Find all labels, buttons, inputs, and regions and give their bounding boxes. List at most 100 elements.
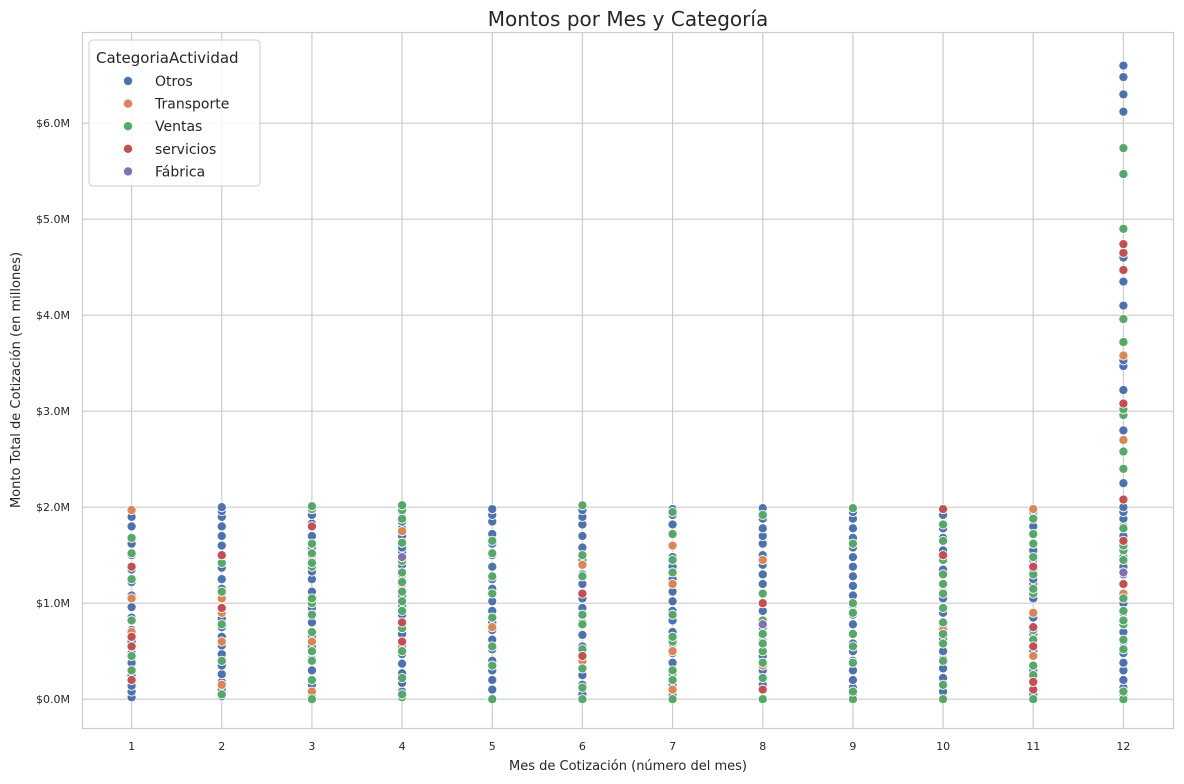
- data-point: [397, 636, 408, 647]
- legend-label: Transporte: [154, 97, 229, 113]
- data-point: [216, 550, 227, 561]
- data-point: [126, 650, 137, 662]
- data-point: [577, 694, 588, 705]
- data-point: [306, 501, 317, 512]
- data-point: [938, 569, 949, 580]
- data-point: [487, 561, 498, 572]
- data-point: [1118, 89, 1129, 100]
- x-tick-label: 4: [399, 740, 406, 753]
- data-points: [126, 60, 1129, 705]
- x-tick-label: 9: [849, 740, 856, 753]
- data-point: [938, 694, 949, 705]
- data-point: [667, 540, 678, 551]
- data-point: [757, 673, 768, 684]
- data-point: [757, 578, 768, 590]
- data-point: [938, 602, 949, 614]
- data-point: [397, 567, 408, 578]
- x-tick-label: 10: [936, 740, 950, 753]
- data-point: [1028, 607, 1039, 618]
- data-point: [667, 694, 678, 705]
- data-point: [126, 574, 137, 585]
- data-point: [757, 619, 768, 630]
- data-point: [306, 593, 317, 604]
- data-point: [216, 655, 227, 666]
- data-point: [216, 540, 227, 551]
- data-point: [757, 628, 768, 639]
- data-point: [1028, 529, 1039, 540]
- data-point: [757, 638, 768, 649]
- data-point: [306, 694, 317, 705]
- data-point: [938, 535, 949, 546]
- data-point: [1028, 660, 1039, 671]
- data-point: [847, 686, 858, 697]
- data-point: [487, 571, 498, 582]
- data-point: [938, 588, 949, 599]
- data-point: [1118, 523, 1129, 534]
- data-point: [667, 674, 678, 686]
- data-point: [577, 682, 588, 693]
- data-point: [1028, 513, 1039, 524]
- data-point: [1028, 504, 1039, 515]
- data-point: [216, 586, 227, 597]
- data-point: [1028, 641, 1039, 652]
- data-point: [667, 646, 678, 657]
- data-point: [577, 609, 588, 620]
- x-tick-labels: 1 2 3 4 5 6 7 8 9 10 11 12: [128, 740, 1130, 753]
- data-point: [1118, 223, 1129, 234]
- data-point: [577, 559, 588, 570]
- data-point: [1118, 593, 1129, 604]
- data-point: [126, 641, 137, 652]
- data-point: [757, 588, 768, 599]
- data-point: [397, 673, 408, 684]
- x-tick-label: 3: [308, 740, 315, 753]
- data-point: [487, 641, 498, 652]
- data-point: [306, 674, 317, 686]
- data-point: [397, 577, 408, 588]
- data-point: [1028, 676, 1039, 687]
- data-point: [1118, 239, 1129, 250]
- data-point: [1028, 583, 1039, 594]
- data-point: [938, 519, 949, 530]
- data-point: [487, 504, 498, 515]
- data-point: [1118, 143, 1129, 154]
- data-point: [667, 529, 678, 540]
- legend-marker: [123, 144, 133, 153]
- data-point: [938, 638, 949, 649]
- plot-frame: [81, 31, 1175, 730]
- data-point: [757, 569, 768, 580]
- data-point: [1118, 425, 1129, 436]
- data-point: [397, 552, 408, 563]
- data-point: [397, 617, 408, 628]
- data-point: [487, 694, 498, 705]
- data-point: [1118, 605, 1129, 616]
- data-point: [1028, 622, 1039, 633]
- data-point: [667, 684, 678, 695]
- data-point: [1118, 478, 1129, 489]
- data-point: [757, 509, 768, 520]
- x-tick-label: 5: [489, 740, 496, 753]
- data-point: [1118, 567, 1129, 578]
- y-tick-label: $5.0M: [36, 213, 70, 226]
- x-tick-label: 2: [218, 740, 225, 753]
- x-tick-label: 11: [1026, 740, 1040, 753]
- data-point: [847, 538, 858, 549]
- data-point: [487, 535, 498, 546]
- data-point: [216, 669, 227, 680]
- data-point: [1028, 561, 1039, 572]
- x-tick-label: 12: [1116, 740, 1130, 753]
- data-point: [1118, 300, 1129, 311]
- data-point: [1118, 686, 1129, 697]
- legend-marker: [123, 122, 133, 131]
- data-point: [938, 679, 949, 690]
- x-tick-label: 1: [128, 740, 135, 753]
- data-point: [1118, 644, 1129, 655]
- data-point: [757, 598, 768, 609]
- data-point: [667, 665, 678, 676]
- data-point: [487, 622, 498, 633]
- data-point: [847, 619, 858, 630]
- data-point: [847, 552, 858, 563]
- data-point: [306, 636, 317, 647]
- y-tick-labels: $0.0M $1.0M $2.0M $3.0M $4.0M $5.0M $6.0M: [36, 117, 70, 706]
- data-point: [1118, 169, 1129, 180]
- data-point: [577, 500, 588, 511]
